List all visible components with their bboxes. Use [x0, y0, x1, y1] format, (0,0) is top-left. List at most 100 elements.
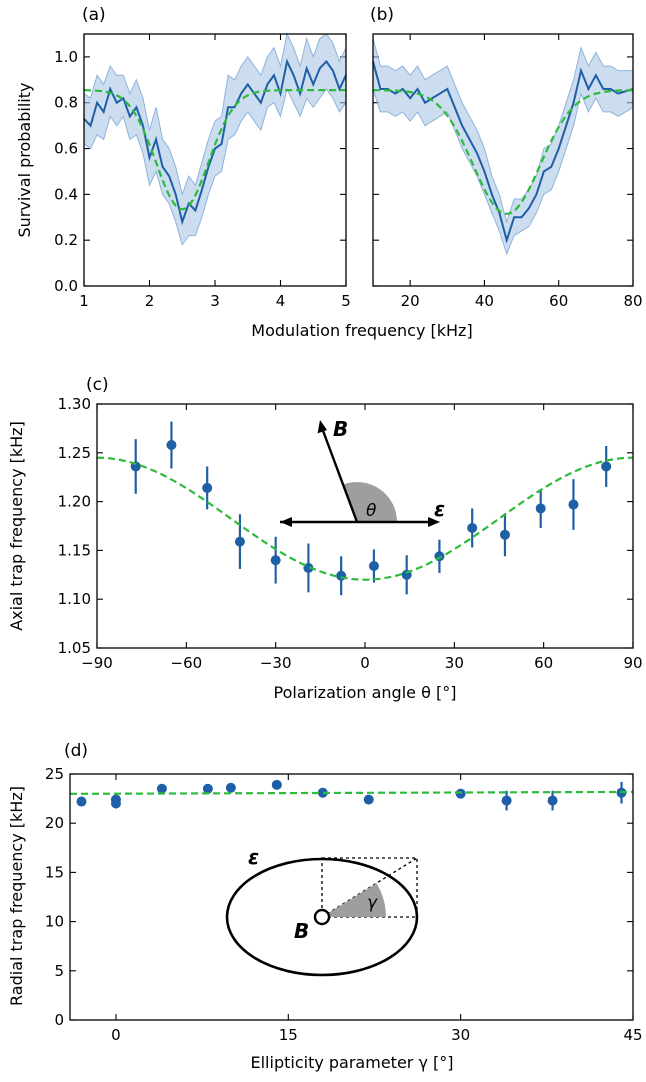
data-point-d [317, 787, 328, 798]
y-tick-label-d: 20 [45, 814, 64, 832]
x-tick-label-a: 2 [145, 292, 155, 310]
data-point-d [202, 783, 213, 794]
b-vector-label: B [333, 417, 348, 441]
y-tick-label-c: 1.05 [58, 639, 91, 657]
fit-curve-c [96, 456, 634, 581]
fit-curve-b [372, 89, 634, 215]
x-tick-label-a: 4 [276, 292, 286, 310]
data-point-c [601, 461, 612, 472]
x-tick-label-d: 30 [451, 1026, 470, 1044]
x-tick-label-c: 60 [534, 654, 553, 672]
data-point-d [363, 794, 374, 805]
data-point-c [166, 439, 177, 450]
data-point-c [303, 562, 314, 573]
y-tick-label-a: 0.6 [54, 140, 78, 158]
y-tick-label-d: 0 [54, 1011, 64, 1029]
epsilon-left-arrowhead [280, 517, 292, 527]
y-tick-label-d: 5 [54, 962, 64, 980]
data-point-c [202, 482, 213, 493]
panel-label-b: (b) [370, 5, 394, 25]
inset-d: B ε γ [225, 845, 419, 977]
y-tick-label-c: 1.25 [58, 444, 91, 462]
plot-area-d: 0 15 30 45 0 5 10 15 20 25 [45, 765, 643, 1044]
x-tick-label-b: 60 [549, 292, 568, 310]
data-point-c [336, 570, 347, 581]
fit-curve-a [83, 89, 346, 211]
epsilon-vector-label: ε [434, 497, 445, 521]
data-point-c [270, 555, 281, 566]
dashed-diagonal [321, 857, 418, 918]
x-tick-label-c: 90 [623, 654, 642, 672]
panel-a: (a) 1 2 3 4 5 0.0 0.2 0.4 0.6 0.8 1.0 Survival pro… [15, 5, 351, 310]
panel-b: (b) 20 40 60 80 [370, 5, 643, 310]
data-point-d [455, 788, 466, 799]
frame-b [372, 33, 634, 287]
data-point-c [368, 561, 379, 572]
x-tick-label-c: 30 [445, 654, 464, 672]
data-point-c [234, 536, 245, 547]
b-vector-label-d: B [294, 919, 309, 943]
b-field-out-of-plane-icon [313, 908, 331, 926]
fit-curve-d [69, 790, 634, 795]
data-point-d [110, 798, 121, 809]
data-point-d [225, 782, 236, 793]
y-tick-label-d: 15 [45, 863, 64, 881]
data-point-d [76, 796, 87, 807]
theta-wedge [343, 481, 397, 522]
ylabel-c: Axial trap frequency [kHz] [7, 421, 26, 631]
data-line-b [372, 61, 634, 244]
x-tick-label-c: −90 [81, 654, 113, 672]
x-tick-label-c: 0 [360, 654, 370, 672]
panel-label-a: (a) [82, 5, 106, 25]
panel-label-d: (d) [64, 741, 88, 761]
theta-label: θ [366, 501, 377, 521]
b-vector-line [320, 427, 359, 523]
gamma-wedge [322, 883, 386, 917]
x-tick-label-b: 80 [623, 292, 642, 310]
plot-area-a: 1 2 3 4 5 0.0 0.2 0.4 0.6 0.8 1.0 [54, 32, 351, 310]
b-arrowhead [317, 420, 327, 434]
data-point-c [535, 503, 546, 514]
x-tick-label-c: −60 [171, 654, 203, 672]
data-point-d [271, 779, 282, 790]
panel-d: (d) 0 15 30 45 0 5 10 15 20 25 Radial trap freque… [7, 741, 643, 1072]
x-tick-label-d: 0 [111, 1026, 121, 1044]
confidence-band-b [372, 38, 634, 256]
x-tick-label-c: −30 [260, 654, 292, 672]
ylabel-a: Survival probability [15, 83, 34, 238]
y-tick-label-c: 1.20 [58, 493, 91, 511]
y-tick-label-d: 10 [45, 913, 64, 931]
gamma-label: γ [367, 893, 378, 913]
panel-label-c: (c) [86, 375, 109, 395]
data-point-d [547, 795, 558, 806]
y-tick-label-c: 1.10 [58, 590, 91, 608]
data-point-c [434, 551, 445, 562]
dashed-bounding-rect [321, 857, 418, 918]
shared-xlabel-ab: Modulation frequency [kHz] [251, 321, 472, 340]
frame-d [69, 773, 634, 1021]
y-tick-label-c: 1.30 [58, 395, 91, 413]
x-tick-label-b: 40 [475, 292, 494, 310]
data-point-d [501, 795, 512, 806]
y-tick-label-a: 0.0 [54, 277, 78, 295]
confidence-band-a [83, 32, 347, 246]
y-tick-label-d: 25 [45, 765, 64, 783]
panel-c: (c) −90 −60 −30 0 30 60 90 1.05 1.10 1.15 1.20 1.25… [7, 375, 643, 702]
data-point-c [467, 522, 478, 533]
data-point-c [499, 529, 510, 540]
plot-area-b: 20 40 60 80 [372, 34, 643, 310]
data-line-a [83, 58, 347, 226]
xlabel-d: Ellipticity parameter γ [°] [251, 1053, 454, 1072]
y-tick-label-a: 1.0 [54, 48, 78, 66]
xlabel-c: Polarization angle θ [°] [274, 683, 457, 702]
y-tick-label-a: 0.2 [54, 231, 78, 249]
y-tick-label-a: 0.4 [54, 185, 78, 203]
plot-area-c: −90 −60 −30 0 30 60 90 1.05 1.10 1.15 1.20 1.25 1.30 [58, 395, 643, 672]
ylabel-d: Radial trap frequency [kHz] [7, 786, 26, 1006]
x-tick-label-a: 3 [210, 292, 220, 310]
epsilon-right-arrowhead [428, 517, 440, 527]
y-tick-label-a: 0.8 [54, 94, 78, 112]
epsilon-vector-label-d: ε [248, 845, 259, 869]
frame-c [96, 403, 634, 649]
